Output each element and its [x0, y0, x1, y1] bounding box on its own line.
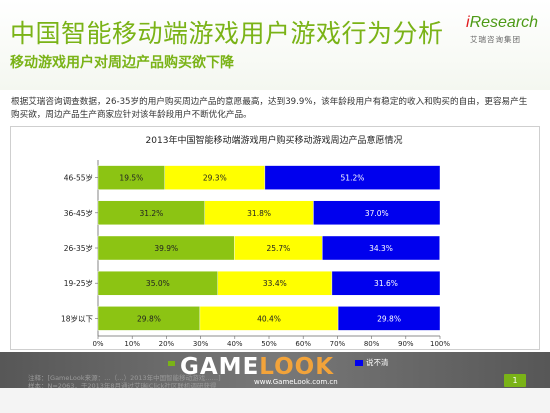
bar-segment-1-3 — [264, 165, 441, 190]
footnote-sample: 样本：N=2063，于2013年8月通过艾瑞iClick社区联机调研获得 — [28, 382, 217, 390]
iresearch-logo: iResearch 艾瑞咨询集团 — [466, 14, 542, 54]
bar-segment-3-1 — [97, 235, 235, 261]
bar-segment-5-1 — [97, 306, 201, 331]
chart-title: 2013年中国智能移动端游戏用户购买移动游戏周边产品意愿情况 — [145, 136, 403, 146]
x-tick-label: 90% — [398, 340, 414, 348]
legend-swatch-partial — [168, 361, 175, 366]
data-label: 31.8% — [247, 209, 271, 218]
bar-segment-5-3 — [337, 306, 441, 331]
x-tick-label: 20% — [159, 340, 175, 348]
x-tick-label: 40% — [227, 340, 243, 348]
bar-segment-1-2 — [164, 165, 266, 190]
page-title: 中国智能移动端游戏用户游戏行为分析 — [10, 19, 444, 48]
y-tick-label: 19-25岁 — [64, 278, 93, 288]
x-tick-label: 100% — [430, 340, 450, 348]
footnote-source: 注释：[GameLook来源：…（…）2013年中国智能移动游戏……] — [28, 374, 221, 382]
data-label: 25.7% — [266, 244, 290, 253]
bar-segment-4-3 — [331, 271, 441, 296]
x-tick-label: 60% — [295, 340, 311, 348]
logo-wordmark: iResearch — [466, 14, 539, 31]
page-subtitle: 移动游戏用户对周边产品购买欲下降 — [10, 55, 234, 71]
bar-segment-4-1 — [97, 271, 218, 296]
data-label: 33.4% — [263, 279, 287, 288]
x-tick-label: 30% — [193, 340, 209, 348]
x-tick-label: 70% — [330, 340, 346, 348]
bar-segment-2-1 — [97, 200, 205, 226]
data-label: 19.5% — [119, 174, 143, 183]
data-label: 29.8% — [137, 314, 161, 323]
x-tick-label: 50% — [261, 340, 277, 348]
bar-segment-1-1 — [97, 165, 165, 190]
gamelook-watermark: GAMELOOK — [180, 354, 335, 380]
data-label: 35.0% — [146, 279, 170, 288]
data-label: 39.9% — [154, 244, 178, 253]
watermark-band — [0, 352, 550, 388]
data-label: 29.3% — [203, 174, 227, 183]
x-tick-label: 10% — [124, 340, 140, 348]
logo-subtext: 艾瑞咨询集团 — [470, 35, 521, 44]
y-tick-label: 36-45岁 — [64, 208, 93, 218]
plot-area: 19.5% 29.3% 51.2% 46-55岁 31.2% 31.8% 37.0% 36-4… — [61, 160, 450, 348]
legend-swatch-blue — [355, 360, 363, 366]
data-label: 29.8% — [377, 314, 401, 323]
header-background — [0, 0, 550, 90]
x-tick-label: 0% — [92, 340, 103, 348]
bar-segment-5-2 — [199, 306, 339, 331]
data-label: 31.2% — [139, 209, 163, 218]
summary-paragraph: 根据艾瑞咨询调查数据，26-35岁的用户购买周边产品的意愿最高，达到39.9%，… — [11, 97, 528, 120]
y-tick-label: 46-55岁 — [64, 173, 93, 183]
page-footer-bar — [0, 388, 550, 413]
data-label: 31.6% — [374, 279, 398, 288]
x-tick-label: 80% — [364, 340, 380, 348]
data-label: 37.0% — [365, 209, 389, 218]
data-label: 51.2% — [341, 174, 365, 183]
y-tick-label: 26-35岁 — [64, 243, 93, 253]
bar-segment-2-3 — [313, 200, 441, 226]
page-number: 1 — [504, 374, 526, 387]
gamelook-url: www.GameLook.com.cn — [254, 378, 338, 386]
legend-item-unclear: 说不清 — [355, 357, 389, 368]
y-tick-label: 18岁以下 — [61, 313, 94, 323]
data-label: 40.4% — [257, 314, 281, 323]
bar-segment-4-2 — [217, 271, 333, 296]
bar-segment-3-3 — [322, 235, 440, 261]
data-label: 34.3% — [369, 244, 393, 253]
bar-segment-2-2 — [204, 200, 314, 226]
